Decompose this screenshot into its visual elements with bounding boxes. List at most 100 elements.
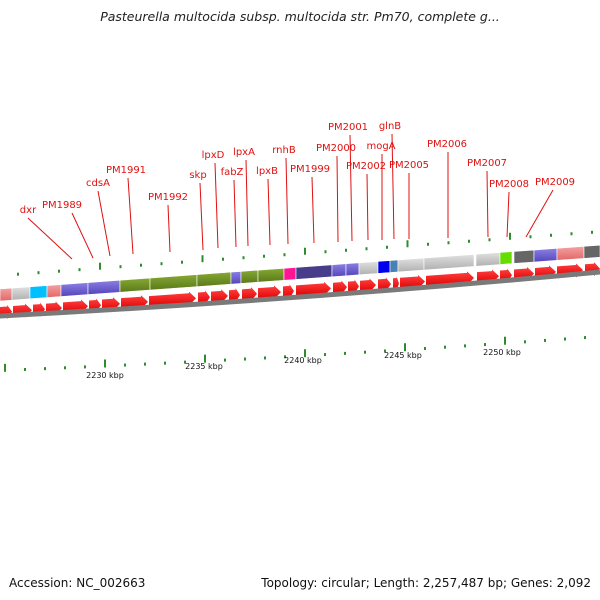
gene-label: PM1999 [290,164,330,175]
leader-line [525,189,554,238]
minor-tick-marks-top [17,230,593,276]
scale-label: 2245 kbp [384,351,422,360]
leader-line [336,155,339,243]
gene-block [29,285,48,300]
gene-block [389,259,399,273]
gene-block [345,262,360,277]
cds-arrow [229,288,240,303]
leader-line [285,157,289,245]
gene-block [533,248,558,263]
leader-line [233,179,237,248]
gene-label: mogA [366,141,395,152]
gene-label: PM1989 [42,200,82,211]
cds-arrow [348,279,359,294]
gene-label: lpxB [256,166,278,177]
gene-block [11,286,31,301]
gene-label: PM2000 [316,143,356,154]
gene-label: PM1991 [106,165,146,176]
gene-label: PM2006 [427,139,467,150]
scale-label: 2250 kbp [483,348,521,357]
gene-block [556,246,585,261]
gene-label: PM2008 [489,179,529,190]
accession-info: Accession: NC_002663 [9,576,145,590]
gene-block [0,287,13,302]
cds-arrow [211,289,228,304]
gene-block [230,271,242,285]
genes-value: 2,092 [556,576,591,590]
gene-label: PM2007 [467,158,507,169]
gene-label: rnhB [272,145,296,156]
map-title: Pasteurella multocida subsp. multocida s… [100,9,500,24]
gene-block [397,257,425,273]
leader-line [71,212,94,259]
cds-arrow [333,280,347,295]
leader-line [27,217,73,260]
scale-label: 2235 kbp [185,362,223,371]
gene-label: fabZ [221,167,244,178]
leader-line [349,134,353,242]
topology-label: Topology: [261,576,318,590]
gene-label: PM2002 [346,161,386,172]
gene-label: skp [189,170,206,181]
cds-arrow [360,278,376,293]
gene-block [583,244,600,259]
gene-block [283,267,297,281]
gene-label: lpxD [202,150,225,161]
leader-line [127,177,134,255]
gene-block [196,271,232,287]
accession-label: Accession: [9,576,73,590]
gene-label: dxr [20,205,37,216]
leader-line [214,162,219,249]
leader-line [311,176,315,244]
gene-color-track [0,244,600,302]
leader-line [486,170,489,238]
gene-block [240,269,259,284]
leader-line [199,182,204,251]
leader-line [245,159,249,247]
genes-label: Genes: [510,576,553,590]
genome-stats: Topology: circular; Length: 2,257,487 bp… [261,576,591,590]
gene-label: PM2009 [535,177,575,188]
leader-line [97,190,111,257]
length-label: Length: [373,576,420,590]
gene-label: lpxA [233,147,255,158]
gene-block [257,267,285,283]
gene-label: glnB [379,121,401,132]
gene-label: PM1992 [148,192,188,203]
topology-value: circular [321,576,366,590]
gene-block [60,282,89,297]
gene-block [513,249,535,264]
gene-block [423,254,475,271]
length-value: 2,257,487 bp [422,576,503,590]
scale-ticks [4,336,586,372]
leader-line [167,204,171,253]
cds-arrow [283,284,294,299]
scale-label: 2230 kbp [86,371,124,380]
scale-labels: 2230 kbp 2235 kbp 2240 kbp 2245 kbp 2250 kbp [86,348,521,380]
gene-label: PM2001 [328,122,368,133]
label-leader-lines [27,133,554,260]
gene-block [377,260,391,274]
leader-line [366,173,369,241]
gene-block [358,261,379,276]
cds-arrow [198,290,210,305]
gene-block [475,252,501,267]
cds-arrow [296,281,331,297]
cds-arrow [258,285,281,300]
leader-line [267,178,271,246]
scale-label: 2240 kbp [284,356,322,365]
gene-block [87,279,121,295]
gene-block [149,274,198,291]
accession-value: NC_002663 [76,576,146,590]
gene-block [499,251,513,265]
gene-label: cdsA [86,178,110,189]
gene-block [119,277,151,293]
gene-label: PM2005 [389,160,429,171]
gene-block [331,263,347,278]
gene-block [46,284,62,298]
leader-line [506,191,510,238]
leader-line [391,133,395,240]
gene-block [295,264,333,280]
